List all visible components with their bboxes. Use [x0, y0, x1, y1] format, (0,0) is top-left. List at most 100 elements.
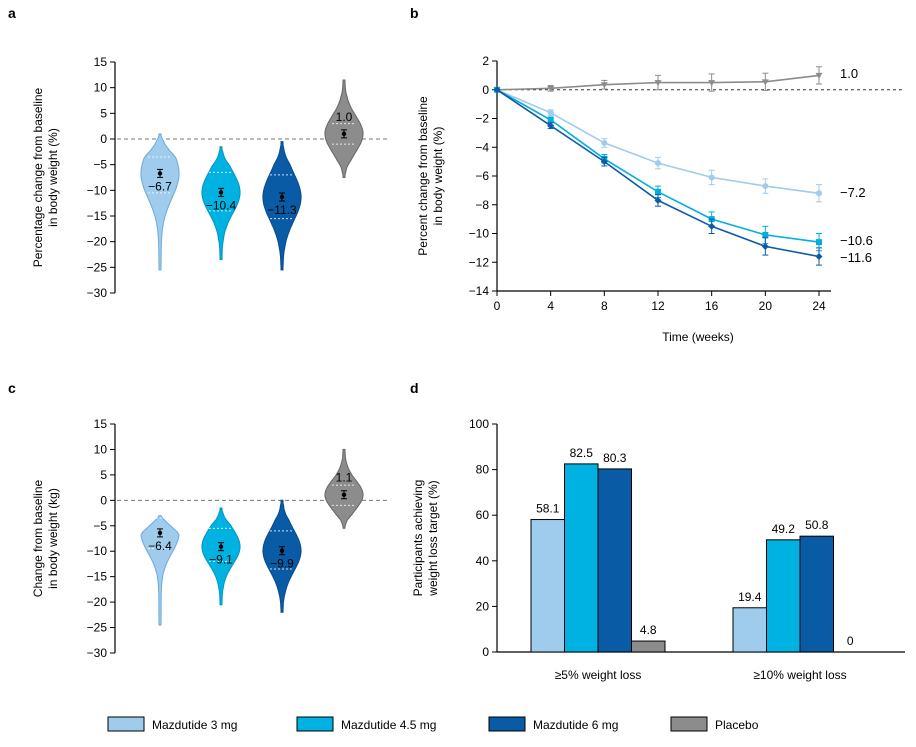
point-placebo	[654, 80, 662, 87]
bar-m45	[766, 539, 801, 653]
y-tick-label: −15	[87, 570, 108, 584]
x-axis-label: Time (weeks)	[662, 330, 734, 344]
y-tick-label: 20	[476, 599, 490, 613]
legend-swatch-m45	[296, 716, 334, 732]
x-tick-label: 0	[494, 299, 501, 313]
y-tick-label: −8	[475, 198, 489, 212]
panel-label-a: a	[8, 5, 16, 21]
y-axis-label-line2: weight loss target (%)	[426, 480, 440, 596]
y-axis-label-line1: Change from baseline	[31, 479, 45, 597]
point-m3	[816, 190, 822, 197]
bar-m6	[799, 535, 834, 653]
y-axis-label-line1: Participants achieving	[411, 480, 425, 597]
mean-marker-m45	[218, 190, 224, 195]
point-m45	[547, 116, 554, 123]
y-tick-label: 60	[476, 508, 490, 522]
y-tick-label: −10	[87, 183, 108, 197]
y-tick-label: −12	[469, 255, 490, 269]
x-category-label: ≥5% weight loss	[555, 668, 642, 682]
point-m6	[600, 158, 608, 166]
y-tick-label: 0	[482, 83, 489, 97]
mean-label-m3: −6.7	[148, 179, 172, 193]
y-tick-label: −30	[87, 286, 108, 300]
violin-m3	[140, 515, 180, 626]
mean-marker-m6	[279, 548, 285, 553]
point-placebo	[547, 85, 555, 92]
y-tick-label: 40	[476, 554, 490, 568]
y-tick-label: −5	[93, 158, 107, 172]
violin-placebo	[324, 448, 364, 529]
point-m3	[762, 183, 769, 190]
violin-m6	[262, 499, 302, 613]
mean-marker-m6	[279, 194, 285, 200]
y-tick-label: −2	[475, 112, 489, 126]
point-m6	[761, 242, 769, 250]
series-line-m6	[496, 89, 820, 258]
y-axis-label-line1: Percent change from baseline	[416, 96, 430, 256]
mean-marker-m3	[157, 171, 163, 176]
legend-label-m3: Mazdutide 3 mg	[152, 718, 237, 732]
y-tick-label: 80	[476, 463, 490, 477]
legend-label-m6: Mazdutide 6 mg	[533, 718, 618, 732]
mean-marker-placebo	[341, 131, 347, 137]
point-m6	[547, 122, 555, 130]
mean-label-placebo: 1.1	[336, 471, 353, 485]
x-category-label: ≥10% weight loss	[753, 668, 846, 682]
mean-label-m6: −9.9	[270, 557, 294, 571]
point-m3	[708, 174, 715, 181]
end-label-placebo: 1.0	[840, 66, 858, 81]
y-tick-label: 100	[469, 417, 489, 431]
violin-m45	[201, 146, 241, 261]
violin-placebo	[324, 79, 364, 178]
point-m6	[708, 222, 716, 230]
point-m3	[655, 160, 661, 167]
end-label-m6: −11.6	[840, 250, 872, 265]
legend-label-placebo: Placebo	[715, 718, 759, 732]
y-tick-label: −5	[93, 519, 107, 533]
bar-m6	[597, 468, 632, 653]
y-tick-label: −25	[87, 621, 108, 635]
legend-swatch-m6	[488, 716, 526, 732]
bar-m45	[564, 463, 599, 653]
mean-label-placebo: 1.0	[336, 110, 353, 124]
violin-m6	[262, 141, 302, 271]
point-placebo	[761, 79, 769, 86]
y-tick-label: −10	[469, 227, 490, 241]
mean-label-m3: −6.4	[148, 539, 172, 553]
bar-placebo	[631, 640, 666, 653]
y-tick-label: 10	[94, 81, 108, 95]
x-tick-label: 12	[651, 299, 665, 313]
point-m6	[815, 253, 823, 260]
panel-label-c: c	[8, 380, 16, 396]
x-tick-label: 24	[812, 299, 826, 313]
mean-label-m45: −10.4	[206, 198, 237, 212]
bar-label-m6: 80.3	[603, 451, 627, 465]
point-m6	[493, 86, 501, 94]
point-m3	[547, 109, 554, 116]
point-placebo	[600, 82, 608, 89]
mean-marker-m3	[157, 530, 163, 536]
mean-marker-placebo	[341, 492, 347, 497]
bar-m3	[530, 519, 565, 653]
y-tick-label: −20	[87, 235, 108, 249]
y-tick-label: −25	[87, 260, 108, 274]
point-placebo	[708, 80, 716, 87]
x-tick-label: 20	[759, 299, 773, 313]
panel-d: 0 20 40 60 80 100 Participants achieving weight…	[411, 417, 905, 682]
point-m45	[816, 239, 822, 246]
legend-label-m45: Mazdutide 4.5 mg	[341, 718, 436, 732]
y-tick-label: 10	[94, 442, 108, 456]
panel-label-b: b	[410, 5, 419, 21]
bar-label-m45: 82.5	[570, 446, 594, 460]
legend-swatch-m3	[107, 716, 145, 732]
x-tick-label: 16	[705, 299, 719, 313]
y-axis-label-line2: in body weight (kg)	[46, 488, 60, 589]
y-tick-label: 0	[482, 645, 489, 659]
y-axis-label-line2: in body weight (%)	[46, 128, 60, 227]
y-tick-label: −30	[87, 646, 108, 660]
point-m3	[601, 139, 608, 146]
x-tick-label: 4	[547, 299, 554, 313]
bar-label-placebo: 4.8	[640, 623, 657, 637]
